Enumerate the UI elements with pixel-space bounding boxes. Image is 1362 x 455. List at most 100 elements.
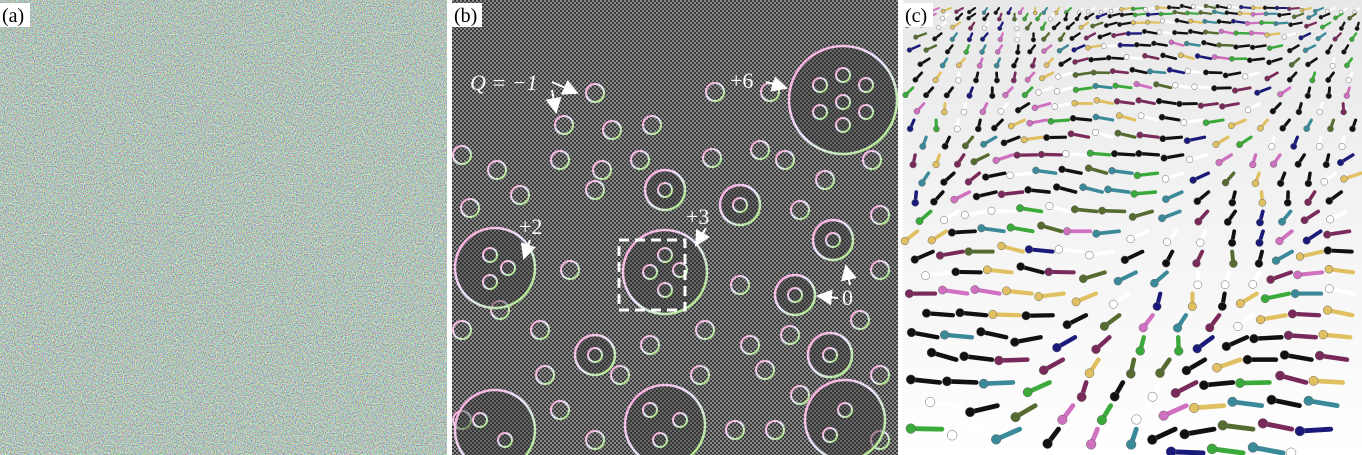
spin-head xyxy=(1093,97,1101,104)
spin-head xyxy=(1354,26,1360,32)
ring xyxy=(554,115,574,135)
spin-head xyxy=(1231,87,1239,94)
spin-head xyxy=(1172,9,1178,15)
ring xyxy=(452,410,472,430)
spin-head xyxy=(1196,238,1205,247)
spin-head xyxy=(1235,299,1245,308)
ring xyxy=(858,77,874,93)
spin-head xyxy=(1103,23,1109,29)
ring xyxy=(835,117,851,133)
spin-head xyxy=(1147,68,1154,75)
spin-head xyxy=(1285,447,1297,455)
spin-head xyxy=(1193,280,1203,290)
spin-head xyxy=(1062,150,1070,158)
spin-head xyxy=(1010,77,1017,84)
spin-head xyxy=(963,49,969,55)
spin-head xyxy=(966,9,972,15)
spin-head xyxy=(1052,342,1062,353)
spin-head xyxy=(996,16,1002,22)
spin-head xyxy=(940,8,946,14)
spin-head xyxy=(1035,89,1042,96)
ring xyxy=(490,300,510,320)
spin-head xyxy=(1277,91,1284,98)
spin-head xyxy=(1184,67,1191,74)
ring xyxy=(500,260,516,276)
ring xyxy=(811,218,855,262)
spin-head xyxy=(1104,185,1112,194)
spin-head xyxy=(1085,250,1094,260)
spin-head xyxy=(1278,217,1286,226)
spin-head xyxy=(1172,29,1178,36)
ring xyxy=(452,320,472,340)
annotation: Q = −1 xyxy=(470,70,538,95)
ring xyxy=(482,274,498,290)
spin-head xyxy=(1101,43,1107,49)
spin-head xyxy=(905,374,916,385)
spin-head xyxy=(1037,221,1046,230)
spin-head xyxy=(1341,49,1347,55)
spin-head xyxy=(1242,73,1249,80)
spin-head xyxy=(932,36,938,42)
ring xyxy=(755,360,775,380)
spin-head xyxy=(972,192,981,201)
spin-head xyxy=(997,241,1006,251)
spin-head xyxy=(1130,190,1139,198)
spin-head xyxy=(1135,97,1142,104)
spin-head xyxy=(1138,323,1148,333)
spin-head xyxy=(1312,8,1318,14)
spin-head xyxy=(1137,112,1145,120)
spin-head xyxy=(1091,344,1101,354)
spin-head xyxy=(1227,396,1238,407)
spin-head xyxy=(1336,158,1345,167)
spin-head xyxy=(1194,217,1203,226)
spin-head xyxy=(1014,107,1022,114)
spin-head xyxy=(981,10,987,16)
spin-head xyxy=(978,378,989,389)
spin-head xyxy=(979,108,987,116)
spin-head xyxy=(1001,286,1011,296)
spin-head xyxy=(1052,183,1061,191)
spin-head xyxy=(1111,32,1117,39)
spin-head xyxy=(1150,278,1159,288)
spin-head xyxy=(1295,108,1303,116)
spin-head xyxy=(1349,125,1356,133)
spin-head xyxy=(1249,161,1257,169)
ring xyxy=(602,120,622,140)
spin-head xyxy=(960,108,968,116)
spin-head xyxy=(1203,3,1209,9)
ring xyxy=(585,180,605,200)
annotation: +3 xyxy=(686,204,709,229)
spin-head xyxy=(1134,41,1140,48)
spin-head xyxy=(1228,198,1237,207)
spin-head xyxy=(1303,395,1314,406)
spin-head xyxy=(970,285,980,295)
spin-head xyxy=(1251,179,1260,188)
spin-head xyxy=(1279,350,1290,360)
spin-head xyxy=(1187,28,1194,35)
spin-head xyxy=(1072,72,1079,78)
spin-head xyxy=(956,62,962,69)
ring xyxy=(787,287,803,303)
spin-head xyxy=(927,236,936,245)
ring xyxy=(497,432,513,448)
spin-head xyxy=(1250,5,1256,10)
ring xyxy=(672,412,688,428)
spin-head xyxy=(1222,72,1229,79)
annotation: 0 xyxy=(842,285,853,310)
spin-head xyxy=(1115,112,1123,119)
spin-head xyxy=(1048,16,1053,22)
spin-head xyxy=(1119,12,1125,18)
spin-head xyxy=(915,217,924,226)
spin-head xyxy=(1086,149,1094,157)
spin-head xyxy=(1304,23,1310,29)
spin-head xyxy=(1014,37,1020,43)
spin-head xyxy=(1202,29,1209,35)
spin-head xyxy=(1266,275,1275,284)
spin-head xyxy=(1326,215,1335,224)
spin-head xyxy=(1154,5,1160,10)
ring xyxy=(835,67,851,83)
spin-arrow xyxy=(1237,380,1272,386)
spin-head xyxy=(1217,302,1227,311)
spin-head xyxy=(1319,24,1325,30)
ring xyxy=(870,430,890,450)
